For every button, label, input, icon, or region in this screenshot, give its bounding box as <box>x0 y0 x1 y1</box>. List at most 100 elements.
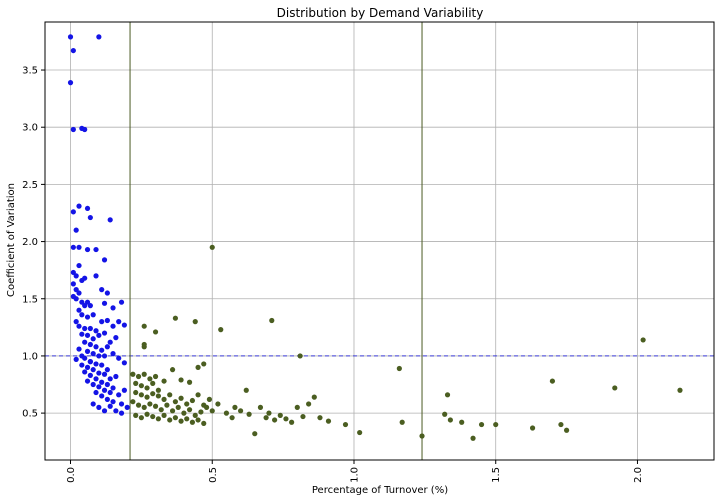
data-point-series-2 <box>470 435 476 441</box>
data-point-series-2 <box>172 415 178 421</box>
x-tick-label: 2.0 <box>633 467 644 483</box>
x-axis-label: Percentage of Turnover (%) <box>312 485 448 496</box>
data-point-series-1 <box>76 244 82 250</box>
data-point-series-1 <box>110 385 116 391</box>
x-tick-label: 1.0 <box>349 467 360 483</box>
data-point-series-2 <box>155 387 161 393</box>
data-point-series-1 <box>113 373 119 380</box>
data-point-series-1 <box>87 303 93 309</box>
data-point-series-1 <box>99 362 105 368</box>
data-point-series-1 <box>90 381 96 388</box>
data-point-series-2 <box>135 373 142 380</box>
data-point-series-1 <box>107 217 113 223</box>
data-point-series-2 <box>640 337 646 343</box>
data-point-series-1 <box>82 339 88 345</box>
data-point-series-1 <box>79 353 85 359</box>
data-point-series-1 <box>107 376 113 382</box>
data-point-series-1 <box>67 80 74 86</box>
data-point-series-1 <box>121 322 127 328</box>
data-point-series-1 <box>82 303 88 309</box>
data-point-series-2 <box>138 392 144 398</box>
data-point-series-1 <box>118 299 125 305</box>
data-point-series-1 <box>73 227 79 233</box>
data-point-series-1 <box>73 356 79 362</box>
data-point-series-1 <box>70 209 76 215</box>
data-point-series-1 <box>104 344 110 350</box>
data-point-series-2 <box>147 376 153 382</box>
data-point-series-1 <box>96 404 102 410</box>
data-point-series-1 <box>101 257 108 263</box>
data-point-series-2 <box>563 427 570 433</box>
data-point-series-2 <box>192 319 198 325</box>
data-point-series-1 <box>104 290 110 296</box>
data-point-series-2 <box>223 410 230 416</box>
data-point-series-2 <box>206 396 213 402</box>
data-point-series-2 <box>152 373 159 380</box>
data-point-series-1 <box>70 281 76 287</box>
data-point-series-2 <box>130 399 136 405</box>
data-point-series-1 <box>76 290 82 296</box>
data-point-series-2 <box>243 387 249 393</box>
data-point-series-1 <box>90 367 96 373</box>
data-point-series-1 <box>70 269 76 276</box>
data-point-series-2 <box>209 244 215 250</box>
data-point-series-1 <box>93 273 99 279</box>
data-point-series-1 <box>96 370 102 376</box>
data-point-series-1 <box>79 331 85 337</box>
data-point-series-1 <box>70 244 76 250</box>
data-point-series-2 <box>357 429 363 436</box>
data-point-series-2 <box>181 410 187 416</box>
data-point-series-2 <box>203 404 210 410</box>
data-point-series-1 <box>73 273 79 279</box>
data-point-series-1 <box>104 396 110 402</box>
data-point-series-1 <box>87 341 93 348</box>
data-point-series-2 <box>192 412 198 418</box>
data-point-series-1 <box>121 387 127 393</box>
data-point-series-2 <box>144 385 150 391</box>
data-point-series-1 <box>76 307 82 313</box>
data-point-series-2 <box>269 317 275 324</box>
data-point-series-2 <box>237 408 244 414</box>
data-point-series-2 <box>201 420 207 427</box>
data-point-series-2 <box>161 378 167 384</box>
data-point-series-2 <box>549 378 556 384</box>
data-point-series-1 <box>99 319 105 325</box>
data-point-series-2 <box>167 392 173 398</box>
data-point-series-1 <box>121 360 127 366</box>
data-point-series-1 <box>110 351 116 357</box>
data-point-series-1 <box>96 384 102 390</box>
data-point-series-2 <box>459 419 465 425</box>
data-point-series-2 <box>396 365 402 372</box>
y-tick-label: 3.0 <box>22 123 38 134</box>
data-point-series-2 <box>169 367 176 373</box>
data-point-series-2 <box>184 401 190 407</box>
data-point-series-2 <box>155 393 161 399</box>
data-point-series-2 <box>172 315 178 321</box>
data-point-series-2 <box>150 413 156 420</box>
data-point-series-2 <box>229 415 235 421</box>
data-point-series-2 <box>133 389 139 396</box>
data-point-series-2 <box>158 407 164 413</box>
data-point-series-1 <box>110 399 116 405</box>
data-point-series-1 <box>82 369 88 375</box>
data-point-series-1 <box>76 323 82 329</box>
data-point-series-2 <box>147 401 153 407</box>
x-tick-label: 1.5 <box>491 467 502 483</box>
data-point-series-1 <box>99 393 105 399</box>
data-point-series-2 <box>558 421 564 428</box>
data-point-series-1 <box>90 351 96 357</box>
data-point-series-1 <box>76 346 82 352</box>
data-point-series-1 <box>82 275 88 281</box>
data-point-series-2 <box>447 417 453 423</box>
data-point-series-2 <box>152 329 159 335</box>
data-point-series-2 <box>325 418 332 424</box>
data-point-series-1 <box>84 205 91 212</box>
data-point-series-1 <box>110 323 116 329</box>
data-point-series-2 <box>178 377 184 383</box>
data-point-series-1 <box>118 401 125 407</box>
data-point-series-2 <box>399 419 405 425</box>
data-point-series-2 <box>141 404 147 410</box>
data-point-series-2 <box>252 431 258 437</box>
data-point-series-2 <box>161 412 167 418</box>
y-tick-label: 2.0 <box>22 237 38 248</box>
